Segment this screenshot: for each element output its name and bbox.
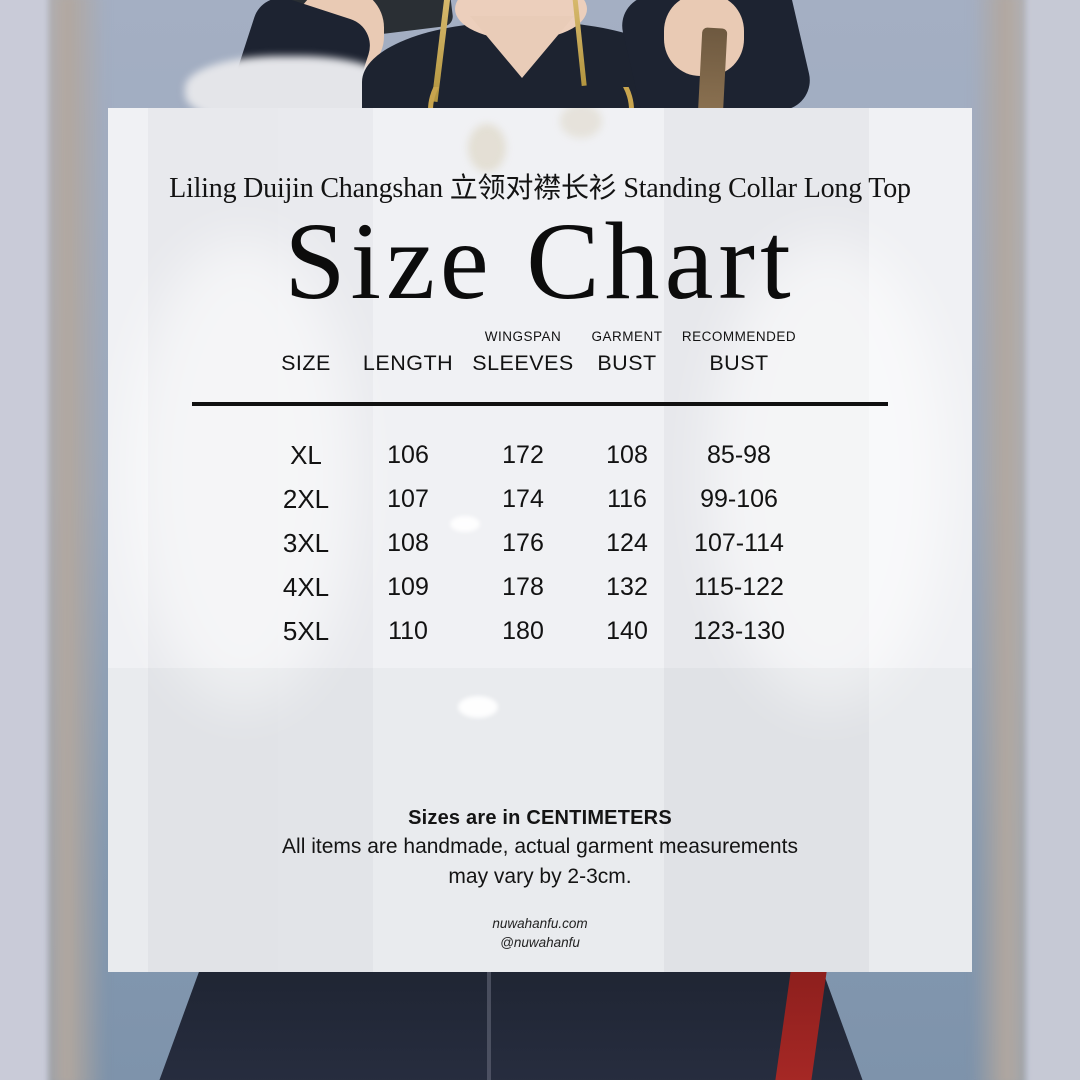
column-label: BUST: [597, 351, 657, 375]
table-cell: 132: [606, 573, 648, 601]
table-cell: 85-98: [707, 441, 771, 469]
table-cell: 2XL: [282, 484, 330, 514]
column-length: LENGTH 106 107 108 109 110: [318, 326, 498, 653]
table-cell: 178: [502, 573, 544, 601]
see-through-highlight: [708, 238, 948, 708]
column-label: SLEEVES: [472, 351, 574, 375]
column-wingspan-sleeves: WINGSPAN SLEEVES 172 174 176 178 180: [433, 326, 613, 653]
table-cell: 176: [502, 529, 544, 557]
column-sub-label: WINGSPAN: [484, 329, 562, 344]
table-cell: 107: [387, 485, 429, 513]
table-cell: 108: [387, 529, 429, 557]
table-cell: 124: [606, 529, 648, 557]
size-chart-card: Liling Duijin Changshan 立领对襟长衫 Standing …: [108, 108, 972, 972]
column-sub-label: RECOMMENDED: [681, 329, 797, 344]
skirt-shape: [158, 968, 864, 1080]
left-lavender-edge: [0, 0, 48, 1080]
notes-block: Sizes are in CENTIMETERS All items are h…: [108, 804, 972, 892]
column-label: BUST: [709, 351, 769, 375]
table-cell: 123-130: [693, 617, 785, 645]
table-cell: 109: [387, 573, 429, 601]
necklace-pendant-hint: [468, 124, 506, 172]
table-cell: 174: [502, 485, 544, 513]
column-recommended-bust: RECOMMENDED BUST 85-98 99-106 107-114 11…: [649, 326, 829, 653]
disclaimer-line: All items are handmade, actual garment m…: [282, 835, 798, 858]
column-label: SIZE: [281, 351, 331, 375]
table-cell: XL: [290, 440, 322, 470]
units-note: Sizes are in CENTIMETERS: [408, 807, 672, 829]
disclaimer-line: may vary by 2-3cm.: [448, 865, 632, 888]
fan-handle-shape: [697, 27, 728, 121]
social-handle-text: @nuwahanfu: [500, 935, 580, 950]
column-garment-bust: GARMENT BUST 108 116 124 132 140: [537, 326, 717, 653]
table-cell: 3XL: [282, 528, 330, 558]
column-sub-label: GARMENT: [591, 329, 663, 344]
table-cell: 107-114: [694, 529, 784, 557]
garment-button-highlight: [458, 696, 498, 718]
table-cell: 108: [606, 441, 648, 469]
website-text: nuwahanfu.com: [492, 916, 588, 931]
right-lavender-edge: [1026, 0, 1080, 1080]
footer-block: nuwahanfu.com @nuwahanfu: [108, 914, 972, 952]
skirt-slit-highlight: [487, 968, 491, 1080]
column-size: SIZE XL 2XL 3XL 4XL 5XL: [216, 326, 396, 653]
table-cell: 99-106: [700, 485, 778, 513]
product-line: Liling Duijin Changshan 立领对襟长衫 Standing …: [169, 173, 911, 204]
table-cell: 5XL: [282, 616, 330, 646]
table-cell: 116: [607, 485, 647, 513]
garment-button-highlight: [450, 516, 480, 532]
table-cell: 110: [388, 617, 428, 645]
table-cell: 4XL: [282, 572, 330, 602]
right-frame-blur-strip: [972, 0, 1034, 1080]
table-cell: 115-122: [694, 573, 784, 601]
header-divider: [192, 402, 888, 406]
see-through-highlight: [128, 238, 358, 708]
size-chart-heading: Size Chart: [284, 200, 796, 322]
table-cell: 140: [606, 617, 648, 645]
column-label: LENGTH: [362, 351, 454, 375]
table-cell: 180: [502, 617, 544, 645]
table-cell: 172: [502, 441, 544, 469]
table-cell: 106: [387, 441, 429, 469]
necklace-chain-hint: [560, 108, 602, 138]
